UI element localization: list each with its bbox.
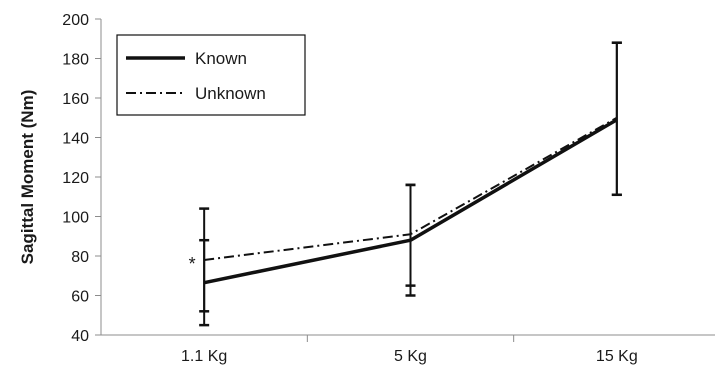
y-tick-label: 60 — [71, 289, 89, 306]
y-tick-label: 80 — [71, 249, 89, 266]
y-axis-label-group: Sagittal Moment (Nm) — [18, 90, 37, 265]
legend-label-known: Known — [195, 49, 247, 68]
annotations-layer: * — [189, 254, 196, 274]
y-axis-ticks: 40 60 80 100 120 140 160 180 200 — [62, 12, 101, 345]
legend-label-unknown: Unknown — [195, 84, 266, 103]
y-tick-label: 100 — [62, 210, 89, 227]
legend-box — [116, 34, 306, 116]
x-tick-label: 15 Kg — [596, 348, 638, 365]
x-tick-label: 1.1 Kg — [181, 348, 227, 365]
y-tick-label: 160 — [62, 91, 89, 108]
y-tick-label: 120 — [62, 170, 89, 187]
y-tick-label: 140 — [62, 131, 89, 148]
y-axis-label: Sagittal Moment (Nm) — [18, 90, 37, 265]
x-axis-ticks: 1.1 Kg 5 Kg 15 Kg — [181, 335, 638, 365]
legend: Known Unknown — [116, 34, 306, 116]
error-bars-layer — [199, 41, 622, 327]
y-tick-label: 40 — [71, 328, 89, 345]
significance-marker: * — [189, 254, 196, 274]
x-tick-label: 5 Kg — [394, 348, 427, 365]
y-tick-label: 180 — [62, 52, 89, 69]
y-tick-label: 200 — [62, 12, 89, 29]
